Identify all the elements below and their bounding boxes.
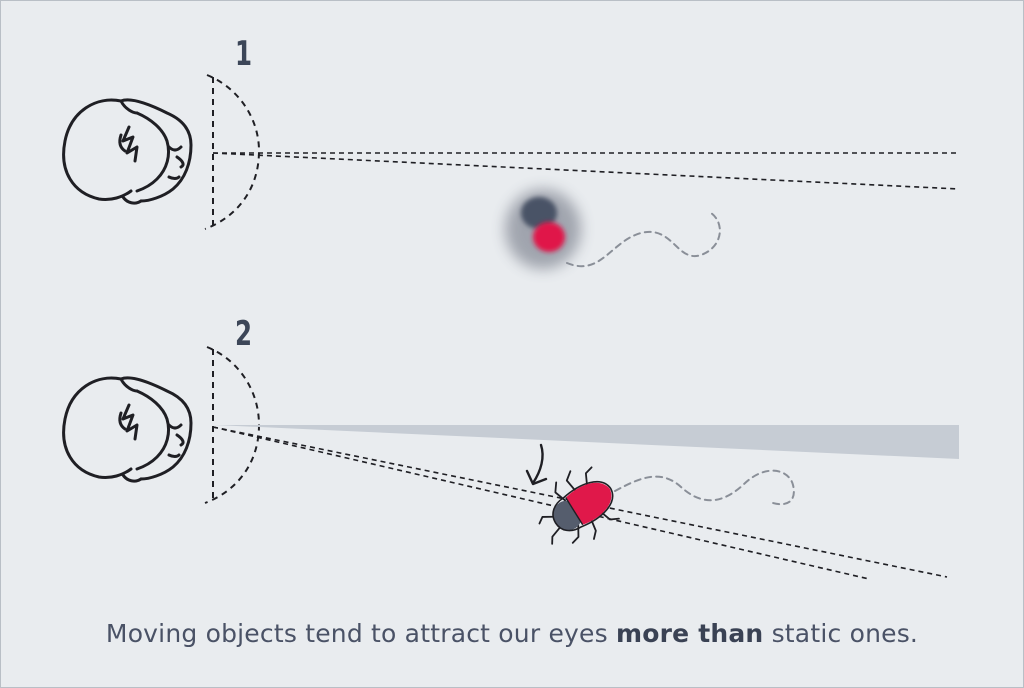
panel-1 <box>62 74 960 269</box>
gaze-lines <box>212 152 960 190</box>
panel-number-2: 2 <box>235 314 253 354</box>
caption-before: Moving objects tend to attract our eyes <box>105 619 616 648</box>
focus-beam <box>215 425 959 459</box>
motion-trail <box>566 212 721 268</box>
arrow-icon <box>525 443 548 486</box>
gaze-lines <box>212 426 948 580</box>
panel-2 <box>62 346 959 580</box>
field-of-view-arc-icon <box>204 74 261 230</box>
caption-emphasis: more than <box>616 619 764 648</box>
caption-after: static ones. <box>763 619 919 648</box>
head-icon <box>62 376 193 483</box>
blurred-bug-icon <box>505 189 581 269</box>
caption: Moving objects tend to attract our eyes … <box>1 619 1023 648</box>
bug-icon <box>538 466 620 545</box>
panel-number-1: 1 <box>235 34 253 74</box>
head-icon <box>62 98 193 205</box>
motion-trail <box>614 469 795 506</box>
